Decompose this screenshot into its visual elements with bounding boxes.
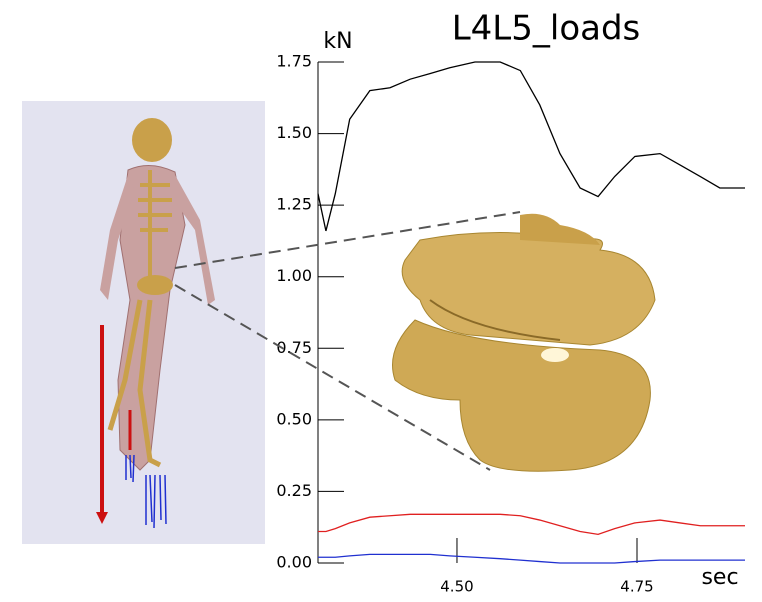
y-tick-label: 1.25 [276, 195, 312, 214]
line-series [318, 554, 745, 563]
y-tick-label: 0.00 [276, 553, 312, 572]
y-tick-label: 1.50 [276, 123, 312, 142]
y-tick-label: 0.50 [276, 409, 312, 428]
y-tick-label: 1.00 [276, 266, 312, 285]
x-tick-label: 4.50 [440, 578, 473, 596]
y-axis-label: kN [323, 29, 352, 54]
line-series [318, 514, 745, 534]
x-tick-label: 4.75 [620, 578, 653, 596]
chart-title: L4L5_loads [452, 9, 641, 49]
vertebra [393, 214, 656, 472]
x-axis-label: sec [701, 565, 738, 590]
y-tick-label: 0.25 [276, 481, 312, 500]
line-series [318, 62, 745, 231]
y-tick-label: 1.75 [276, 52, 312, 71]
chart: 0.000.250.500.751.001.251.501.754.504.75… [0, 0, 762, 602]
illustration [22, 101, 655, 544]
